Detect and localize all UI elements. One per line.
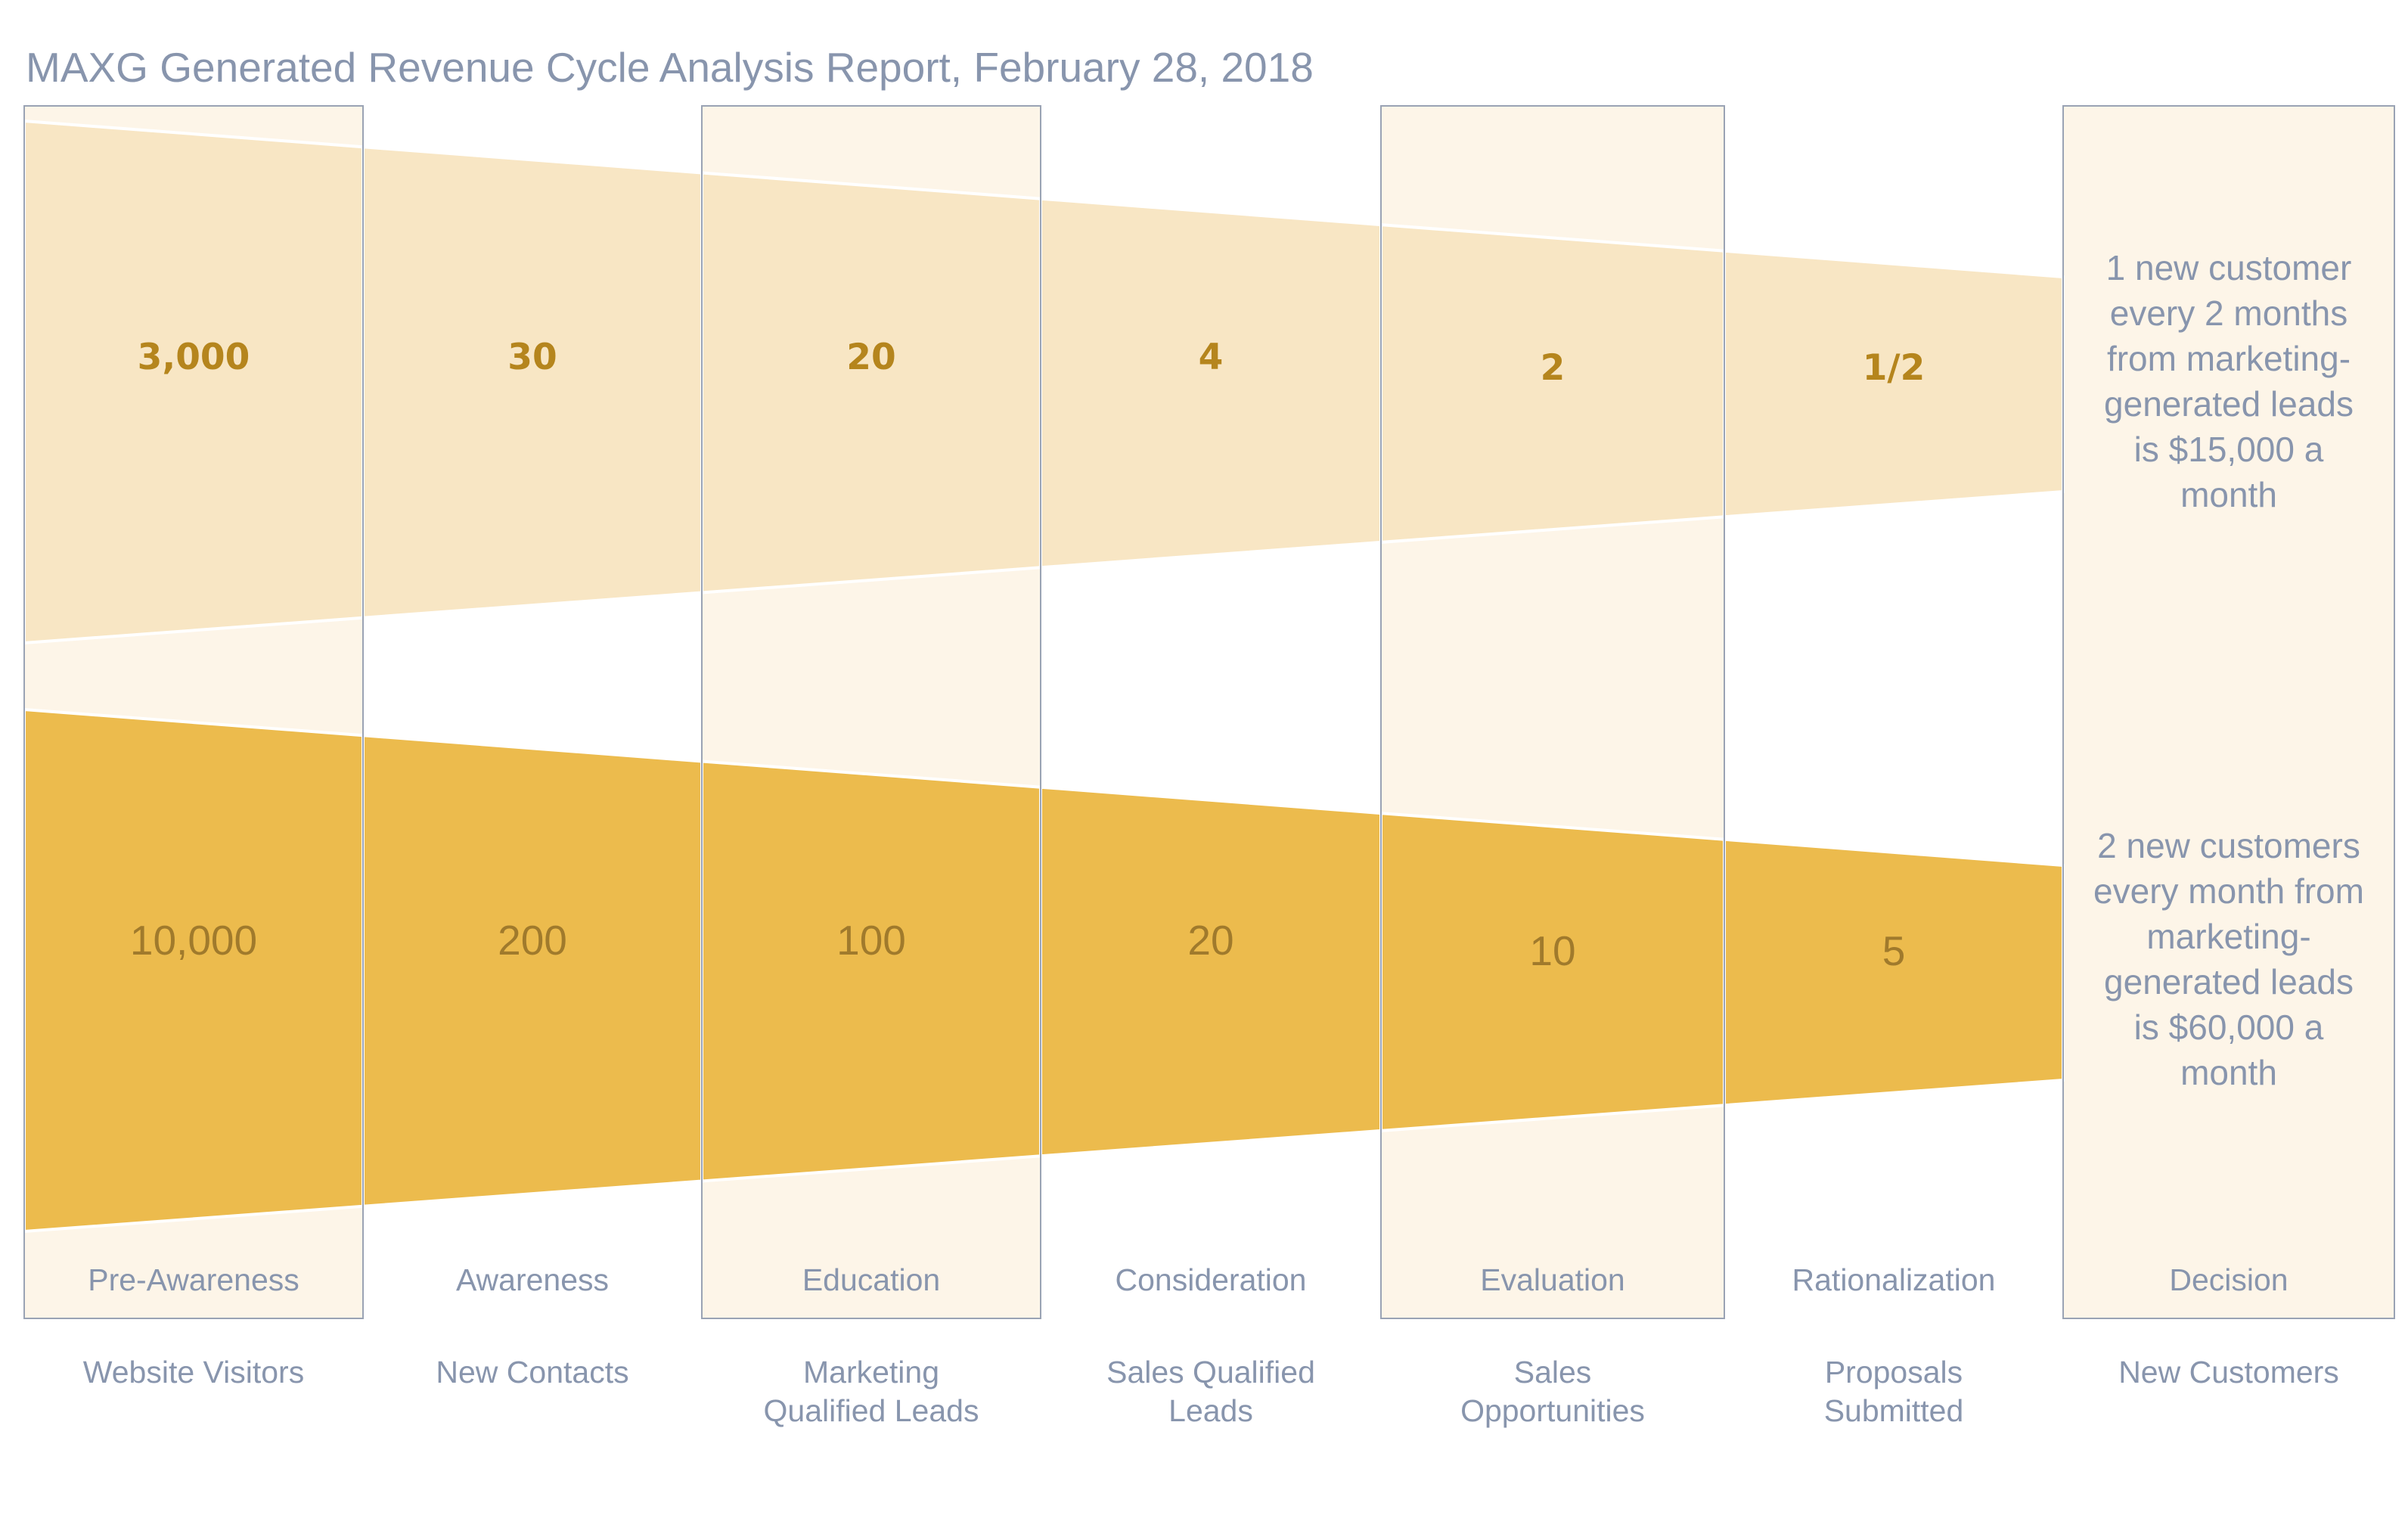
top-funnel-segment-1: [23, 119, 365, 645]
bottom-value-5: 10: [1529, 927, 1575, 974]
metric-label-6-line-1: Proposals: [1825, 1355, 1963, 1390]
stage-column-7-bg: [2063, 106, 2394, 1318]
bottom-value-3: 100: [836, 917, 906, 964]
bottom-funnel-segment-3: [700, 759, 1042, 1183]
bottom-funnel-segment-2: [362, 734, 703, 1208]
stage-column-5-border: [1380, 105, 1725, 1319]
top-funnel-segment-2: [362, 145, 703, 619]
summary-top-line-5: is $15,000 a: [2134, 430, 2324, 469]
summary-bottom: 2 new customers every month from marketing…: [2093, 826, 2364, 1092]
stage-column-7-border: [2062, 105, 2395, 1319]
stage-column-borders: [23, 105, 2395, 1319]
summary-bottom-line-2: every month from: [2093, 871, 2364, 911]
summary-bottom-line-5: is $60,000 a: [2134, 1008, 2324, 1047]
stage-label-6: Rationalization: [1792, 1262, 1996, 1297]
bottom-value-2: 200: [498, 917, 567, 964]
stage-label-3: Education: [802, 1262, 940, 1297]
summary-bottom-line-3: marketing-: [2146, 917, 2310, 956]
stage-column-1-border: [23, 105, 364, 1319]
top-value-3: 20: [846, 337, 895, 378]
top-funnel-values: 3,000 30 20 4 2 1/2: [138, 337, 1925, 389]
metric-label-4-line-1: Sales Qualified: [1106, 1355, 1315, 1390]
top-funnel-segment-4: [1039, 197, 1382, 570]
metric-label-6-line-2: Submitted: [1824, 1393, 1964, 1428]
top-value-4: 4: [1199, 337, 1224, 378]
top-value-6: 1/2: [1863, 347, 1925, 389]
top-funnel-segment-3: [700, 171, 1042, 595]
stage-label-5: Evaluation: [1480, 1262, 1624, 1297]
metric-label-2-line-1: New Contacts: [436, 1355, 628, 1390]
stage-column-3-border: [701, 105, 1041, 1319]
bottom-value-1: 10,000: [130, 917, 257, 964]
top-value-5: 2: [1541, 347, 1566, 389]
stage-label-4: Consideration: [1116, 1262, 1307, 1297]
bottom-funnel-values: 10,000 200 100 20 10 5: [130, 917, 1905, 974]
metric-labels: Website Visitors New Contacts MarketingQua…: [83, 1355, 2339, 1428]
metric-label-3-line-2: Qualified Leads: [764, 1393, 979, 1428]
summary-top: 1 new customer every 2 months from marketi…: [2104, 248, 2354, 514]
summary-bottom-line-6: month: [2180, 1053, 2277, 1092]
bottom-funnel-segment-4: [1039, 785, 1382, 1158]
stage-label-7: Decision: [2169, 1262, 2288, 1297]
summary-top-line-6: month: [2180, 475, 2277, 514]
metric-label-3-line-1: Marketing: [803, 1355, 939, 1390]
summary-bottom-line-1: 2 new customers: [2097, 826, 2360, 865]
top-value-1: 3,000: [138, 337, 250, 378]
summary-top-line-2: every 2 months: [2110, 293, 2347, 333]
summary-top-line-4: generated leads: [2104, 384, 2354, 424]
metric-label-4-line-2: Leads: [1168, 1393, 1253, 1428]
metric-label-5-line-1: Sales: [1514, 1355, 1592, 1390]
metric-label-7-line-1: New Customers: [2118, 1355, 2339, 1390]
bottom-value-4: 20: [1187, 917, 1233, 964]
summary-bottom-line-4: generated leads: [2104, 962, 2354, 1001]
metric-label-1-line-1: Website Visitors: [83, 1355, 304, 1390]
summary-top-line-1: 1 new customer: [2106, 248, 2352, 287]
stage-label-2: Awareness: [456, 1262, 609, 1297]
report-title: MAXG Generated Revenue Cycle Analysis Re…: [26, 44, 1314, 91]
bottom-funnel-segment-1: [23, 707, 365, 1234]
bottom-value-6: 5: [1882, 927, 1906, 974]
metric-label-5-line-2: Opportunities: [1460, 1393, 1645, 1428]
stage-labels: Pre-Awareness Awareness Education Considera…: [88, 1262, 2288, 1297]
top-value-2: 30: [507, 337, 557, 378]
stage-label-1: Pre-Awareness: [88, 1262, 299, 1297]
summary-top-line-3: from marketing-: [2107, 339, 2351, 378]
